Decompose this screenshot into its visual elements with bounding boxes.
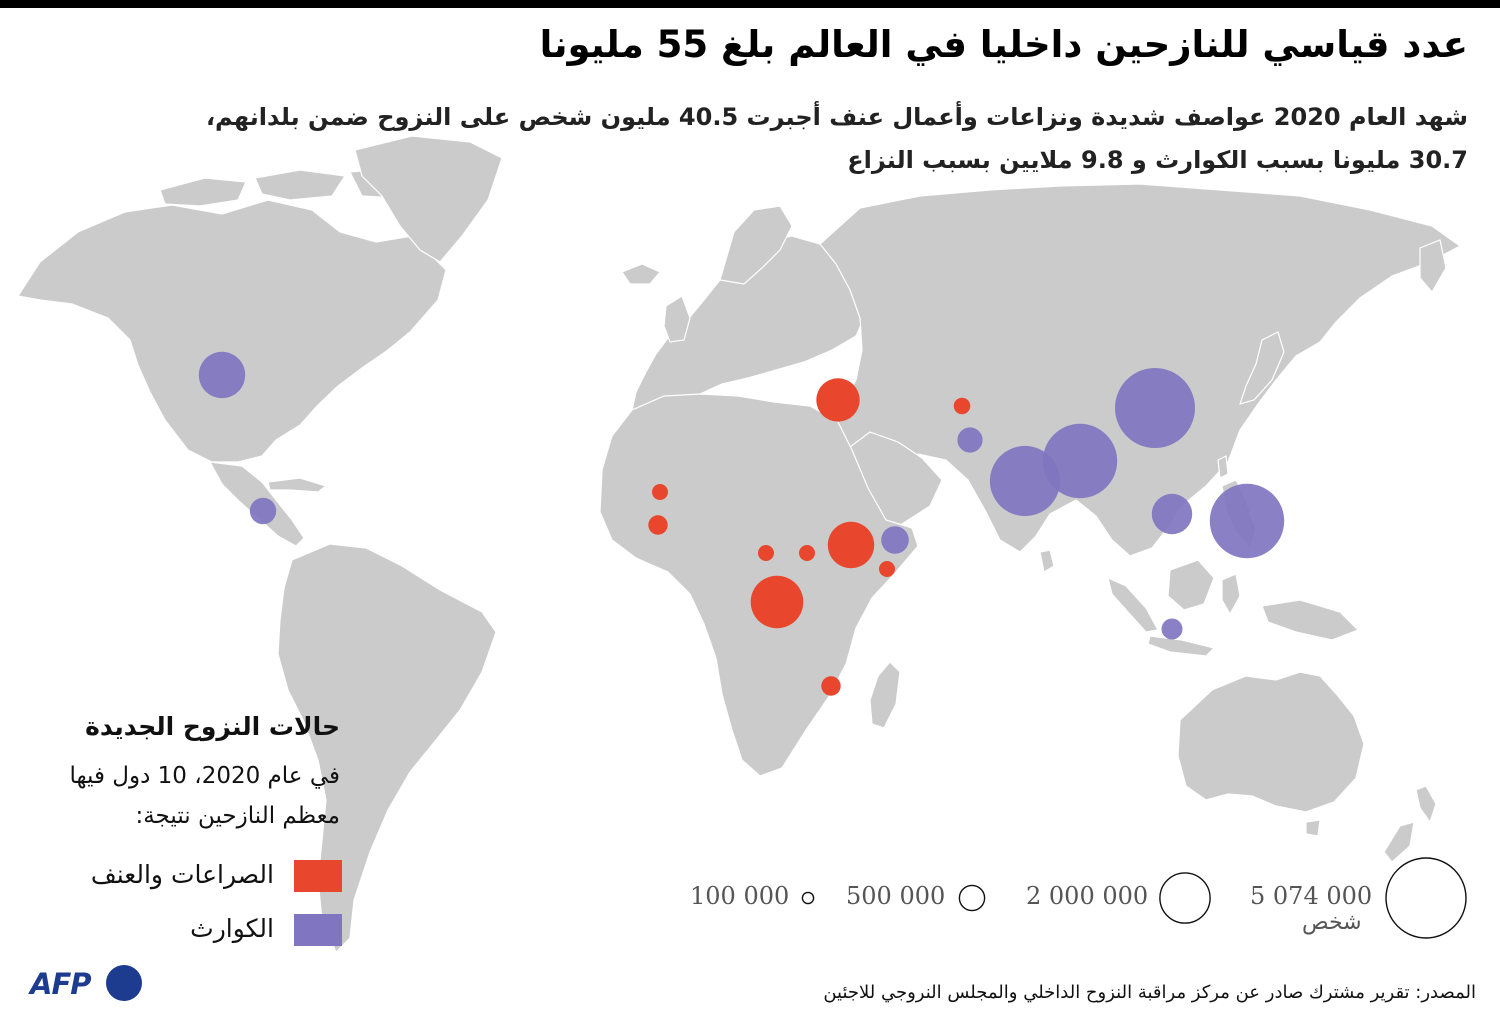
bubble-india (989, 445, 1061, 517)
land-sri-lanka (1039, 549, 1055, 573)
land-north-america (17, 199, 447, 463)
land-kamchatka (1419, 239, 1447, 294)
bubble-philippines (1209, 483, 1285, 559)
size-legend-unit: شخص (1302, 910, 1362, 935)
bubble-central-african-republic (758, 545, 774, 561)
land-sumatra (1107, 576, 1159, 633)
bubble-burkina-faso (648, 515, 668, 535)
bubble-china (1115, 368, 1195, 448)
land-scandinavia (719, 205, 793, 285)
size-circle-2m (1159, 872, 1211, 924)
disasters-label: الكوارث (190, 914, 274, 943)
bubble-bangladesh (1042, 423, 1118, 499)
land-madagascar (869, 661, 901, 729)
bubble-syria (816, 378, 860, 422)
legend-item-conflict: الصراعات والعنف (40, 860, 342, 894)
land-greenland (354, 135, 503, 263)
bubble-mozambique (821, 676, 841, 696)
land-new-guinea (1261, 599, 1360, 641)
source-note: المصدر: تقرير مشترك صادر عن مركز مراقبة … (823, 982, 1476, 1003)
land-arctic-islands (159, 177, 247, 207)
land-south-america (277, 543, 497, 954)
land-borneo (1167, 559, 1215, 611)
top-bar (0, 0, 1500, 8)
bubble-dr-congo (750, 575, 804, 629)
bubble-ethiopia (827, 521, 875, 569)
bubble-mali (652, 484, 668, 500)
bubble-somalia (881, 526, 909, 554)
bubble-vietnam (1151, 493, 1193, 535)
legend-item-disasters: الكوارث (40, 914, 342, 948)
legend-desc-line-2: معظم النازحين نتيجة: (135, 803, 340, 829)
size-circle-5m (1385, 857, 1467, 939)
land-java (1147, 635, 1216, 657)
afp-logo: AFP (30, 965, 142, 1003)
bubble-indonesia (1161, 618, 1183, 640)
land (17, 135, 1462, 954)
size-circle-500k (958, 884, 986, 912)
bubble-somalia-south (879, 561, 895, 577)
land-australia (1177, 671, 1365, 813)
page-title: عدد قياسي للنازحين داخليا في العالم بلغ … (539, 23, 1468, 66)
subtitle-line-1: شهد العام 2020 عواصف شديدة ونزاعات وأعما… (205, 103, 1468, 131)
size-label-100k: 100 000 (690, 882, 790, 910)
subtitle-line-2: 30.7 مليونا بسبب الكوارث و 9.8 ملايين بس… (847, 146, 1468, 174)
bubble-central-america (249, 497, 277, 525)
land-japan (1239, 331, 1285, 405)
bubble-pakistan (957, 427, 983, 453)
land-new-zealand (1415, 785, 1437, 824)
size-label-2m: 2 000 000 (1026, 882, 1149, 910)
disasters-swatch (294, 914, 342, 946)
size-label-500k: 500 000 (846, 882, 946, 910)
legend-title: حالات النزوح الجديدة (85, 712, 340, 741)
afp-logo-text: AFP (30, 967, 92, 1001)
conflict-label: الصراعات والعنف (90, 860, 274, 889)
land-caribbean (267, 477, 328, 493)
bubble-usa (198, 351, 246, 399)
afp-logo-dot (106, 965, 142, 1001)
land-sulawesi (1221, 573, 1241, 616)
conflict-swatch (294, 860, 342, 892)
bubbles (198, 351, 1285, 696)
land-iceland (621, 263, 661, 285)
bubble-south-sudan (799, 545, 815, 561)
size-label-5m: 5 074 000 (1250, 882, 1373, 910)
size-circle-100k (801, 891, 815, 905)
bubble-afghanistan (953, 397, 971, 415)
page-subtitle: شهد العام 2020 عواصف شديدة ونزاعات وأعما… (88, 96, 1468, 182)
legend-desc-line-1: في عام 2020، 10 دول فيها (69, 763, 340, 789)
land-uk (663, 295, 691, 343)
legend-description: في عام 2020، 10 دول فيها معظم النازحين ن… (20, 756, 340, 836)
